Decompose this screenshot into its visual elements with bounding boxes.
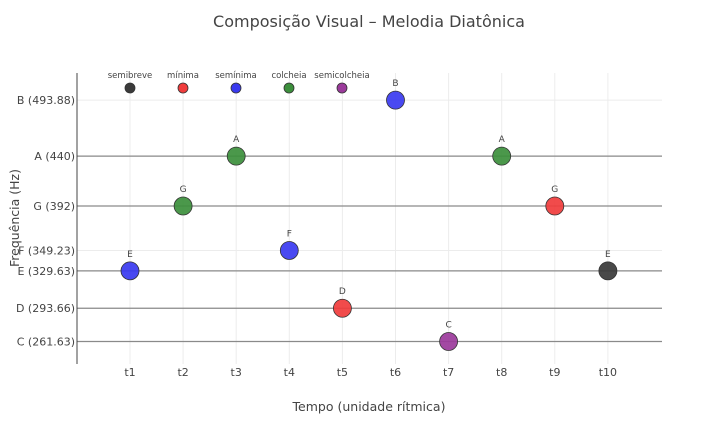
y-tick-labels: C (261.63) D (293.66) E (329.63) F (349.23)… [16,94,75,348]
note-point[interactable] [492,146,512,166]
note-label: E [605,250,611,260]
note-point[interactable] [439,332,459,351]
y-tick-label: D (293.66) [16,302,75,315]
y-tick-label: A (440) [34,150,75,163]
note-labels: E G A F D B C A G E [127,79,611,330]
note-label: F [287,229,292,239]
x-axis-title: Tempo (unidade rítmica) [292,399,446,414]
note-label: A [499,135,506,145]
x-tick-label: t5 [337,366,348,379]
reference-lines [77,155,662,343]
note-point[interactable] [120,261,140,281]
note-label: E [127,250,133,260]
x-tick-label: t1 [124,366,135,379]
y-tick-label: B (493.88) [17,94,75,107]
note-label: G [551,185,558,195]
legend-label[interactable]: semicolcheia [314,71,369,81]
legend-label[interactable]: colcheia [271,71,306,81]
y-tick-label: C (261.63) [17,336,75,349]
note-label: A [233,135,240,145]
y-tick-label: F (349.23) [18,244,75,257]
note-point[interactable] [279,241,299,260]
note-label: G [180,185,187,195]
note-label: D [339,287,346,297]
data-points [120,90,618,351]
legend[interactable]: semibreve mínima semínima colcheia semicolch… [108,71,370,94]
x-tick-labels: t1 t2 t3 t4 t5 t6 t7 t8 t9 t10 [124,366,617,379]
x-tick-label: t3 [231,366,242,379]
y-axis-title: Frequência (Hz) [7,169,22,267]
legend-marker[interactable] [230,82,242,94]
chart-title: Composição Visual – Melodia Diatônica [213,12,525,31]
legend-label[interactable]: semibreve [108,71,153,81]
x-tick-label: t2 [177,366,188,379]
x-tick-label: t10 [599,366,617,379]
note-point[interactable] [332,298,352,318]
legend-label[interactable]: semínima [215,71,257,81]
legend-marker[interactable] [177,82,189,94]
y-tick-label: G (392) [33,200,75,213]
note-point[interactable] [386,90,405,110]
legend-marker[interactable] [124,82,136,94]
legend-marker[interactable] [336,82,348,94]
x-tick-label: t4 [284,366,295,379]
note-label: C [445,321,451,331]
grid [77,73,662,364]
x-tick-label: t8 [496,366,507,379]
x-tick-label: t6 [390,366,401,379]
note-point[interactable] [545,196,565,216]
x-tick-label: t9 [549,366,560,379]
y-tick-label: E (329.63) [17,265,75,278]
legend-label[interactable]: mínima [167,71,199,81]
note-label: B [392,79,398,89]
legend-marker[interactable] [283,82,295,94]
x-tick-label: t7 [443,366,454,379]
note-point[interactable] [226,146,246,166]
note-point[interactable] [598,261,618,281]
note-point[interactable] [173,196,193,216]
